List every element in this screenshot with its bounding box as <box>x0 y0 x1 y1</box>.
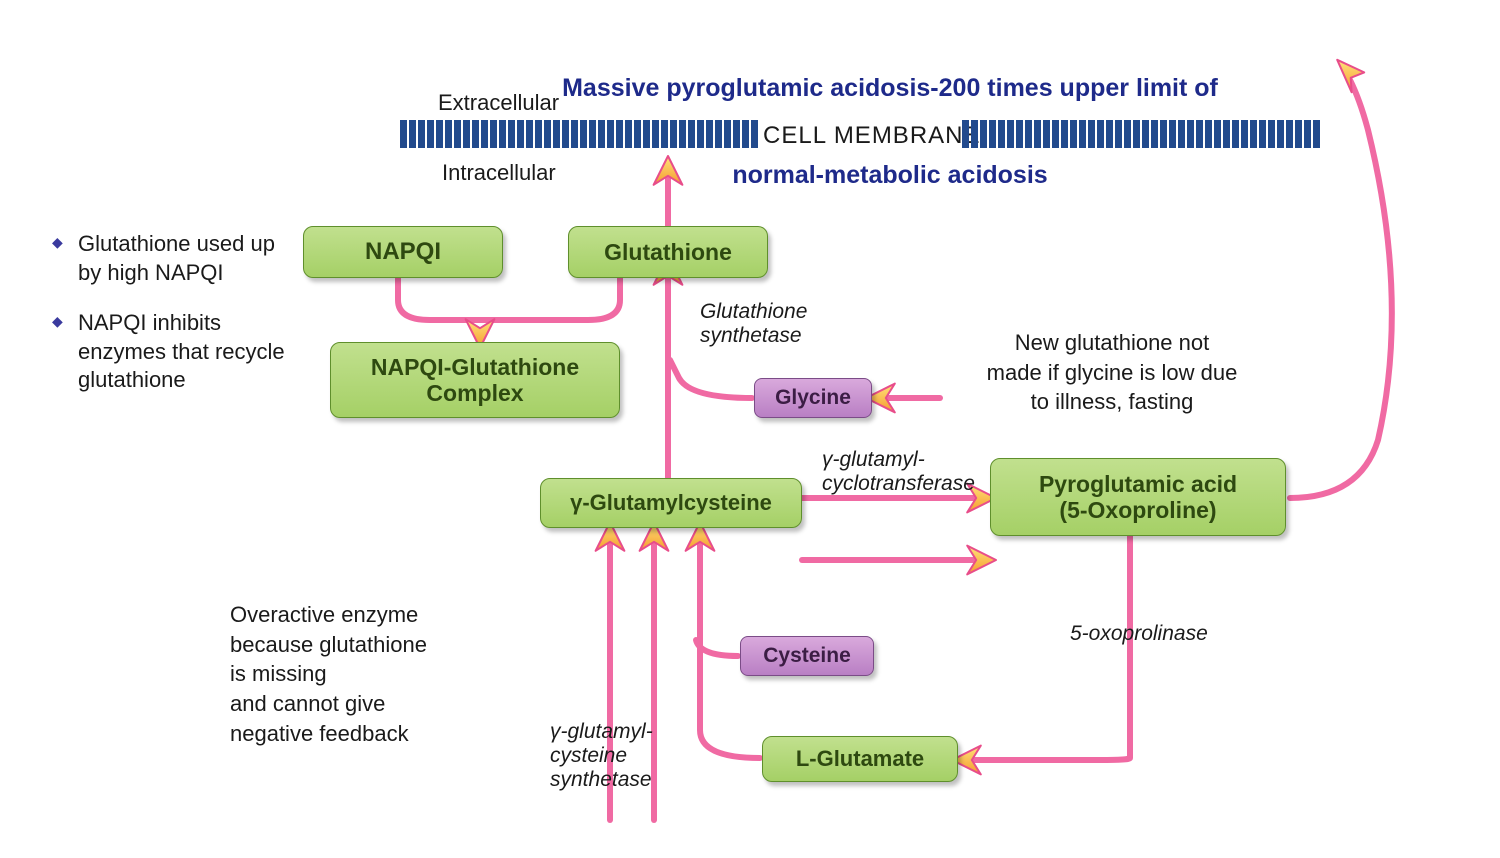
node-pyro: Pyroglutamic acid (5-Oxoproline) <box>990 458 1286 536</box>
title-line2: normal-metabolic acidosis <box>480 161 1300 190</box>
path-cysteine_in <box>696 640 738 656</box>
path-pyro_to_lglut <box>974 536 1130 760</box>
note-glycine_note: New glutathione not made if glycine is l… <box>962 328 1262 417</box>
node-cysteine: Cysteine <box>740 636 874 676</box>
path-napqi_join_left <box>398 278 452 320</box>
label-extracellular: Extracellular <box>438 90 559 116</box>
path-glut_join_right <box>540 278 620 320</box>
node-glycine: Glycine <box>754 378 872 418</box>
node-napqi: NAPQI <box>303 226 503 278</box>
bullet-list: Glutathione used up by high NAPQI NAPQI i… <box>52 230 302 417</box>
bullet-item: NAPQI inhibits enzymes that recycle glut… <box>52 309 302 395</box>
path-glycine_in <box>670 360 752 398</box>
bullet-item: Glutathione used up by high NAPQI <box>52 230 302 287</box>
enzyme-gcs: γ-glutamyl- cysteine synthetase <box>550 720 653 792</box>
membrane-right <box>962 120 1320 148</box>
node-gglucys: γ-Glutamylcysteine <box>540 478 802 528</box>
enzyme-oxopro: 5-oxoprolinase <box>1070 622 1208 646</box>
diagram-stage: Massive pyroglutamic acidosis-200 times … <box>0 0 1500 858</box>
node-complex: NAPQI-Glutathione Complex <box>330 342 620 418</box>
node-lglutamate: L-Glutamate <box>762 736 958 782</box>
node-glutathione: Glutathione <box>568 226 768 278</box>
enzyme-cyclo: γ-glutamyl- cyclotransferase <box>822 448 975 496</box>
membrane-left <box>400 120 758 148</box>
label-cell-membrane: CELL MEMBRANE <box>763 122 981 150</box>
title-line1: Massive pyroglutamic acidosis-200 times … <box>480 74 1300 103</box>
label-intracellular: Intracellular <box>442 160 556 186</box>
enzyme-gsh_synth: Glutathione synthetase <box>700 300 807 348</box>
note-feedback_note: Overactive enzyme because glutathione is… <box>230 600 510 748</box>
